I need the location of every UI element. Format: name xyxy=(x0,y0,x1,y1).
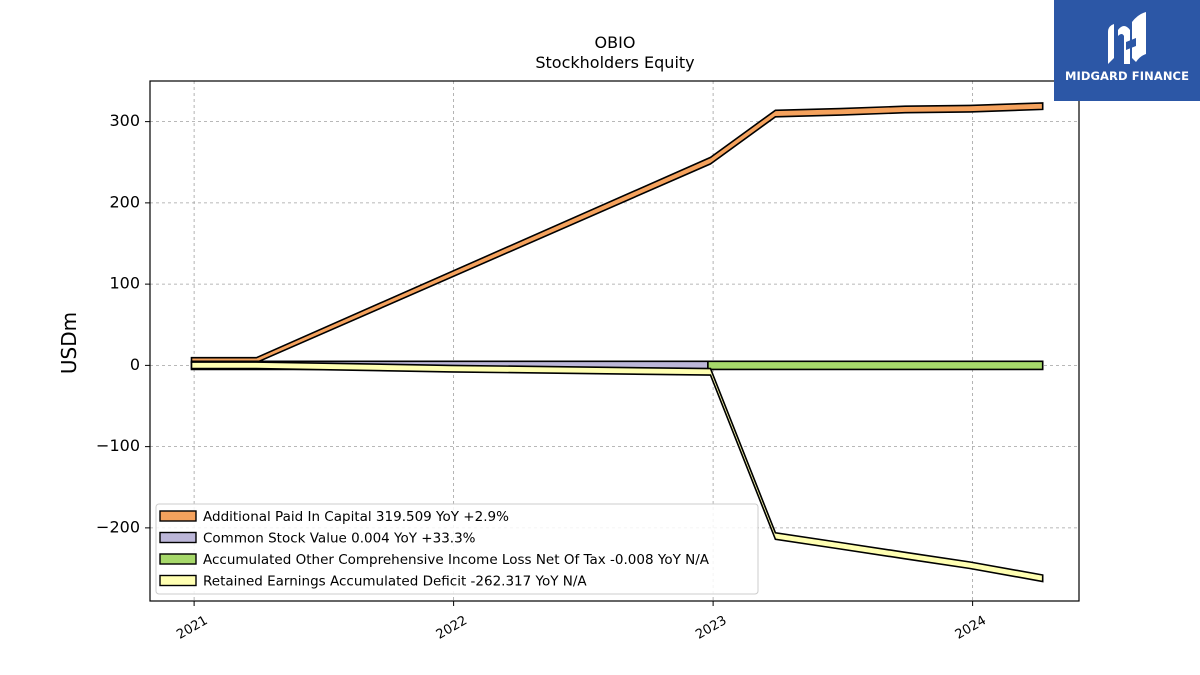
y-tick-label-5: −200 xyxy=(96,517,140,536)
legend-label-3: Retained Earnings Accumulated Deficit -2… xyxy=(203,574,587,590)
x-tick-label-1: 2022 xyxy=(434,613,470,643)
legend-swatch-0 xyxy=(159,510,197,522)
y-ticks: 300 200 100 0 −100 −200 xyxy=(96,111,150,536)
series-band-3 xyxy=(190,361,1044,583)
legend-swatch-3 xyxy=(159,574,197,587)
y-tick-label-0: 300 xyxy=(109,111,140,130)
legend-label-1: Common Stock Value 0.004 YoY +33.3% xyxy=(203,531,476,547)
midgard-logo-icon xyxy=(1108,12,1146,64)
y-axis-label: USDm xyxy=(57,312,81,374)
x-tick-label-3: 2024 xyxy=(953,613,989,643)
x-ticks: 2021 2022 2023 2024 xyxy=(174,601,989,643)
y-tick-label-4: −100 xyxy=(96,436,140,455)
plot-frame xyxy=(149,80,1080,602)
series-band-2 xyxy=(707,360,1044,371)
legend-label-2: Accumulated Other Comprehensive Income L… xyxy=(203,552,710,568)
y-tick-label-1: 200 xyxy=(109,192,140,211)
y-tick-label-3: 0 xyxy=(130,355,140,374)
series-group xyxy=(190,102,1044,583)
x-tick-label-0: 2021 xyxy=(174,613,210,643)
y-tick-label-2: 100 xyxy=(109,274,140,293)
x-tick-label-2: 2023 xyxy=(693,613,729,643)
legend-swatch-1 xyxy=(159,531,197,544)
series-band-0 xyxy=(190,102,1044,364)
legend-label-0: Additional Paid In Capital 319.509 YoY +… xyxy=(203,509,509,525)
legend-swatch-2 xyxy=(159,553,197,565)
brand-logo: MIDGARD FINANCE xyxy=(1054,0,1200,101)
chart-title: OBIO xyxy=(595,33,636,52)
brand-name: MIDGARD FINANCE xyxy=(1064,69,1190,83)
legend-box xyxy=(155,503,759,595)
legend: Additional Paid In Capital 319.509 YoY +… xyxy=(155,503,759,595)
chart-subtitle: Stockholders Equity xyxy=(535,53,694,72)
